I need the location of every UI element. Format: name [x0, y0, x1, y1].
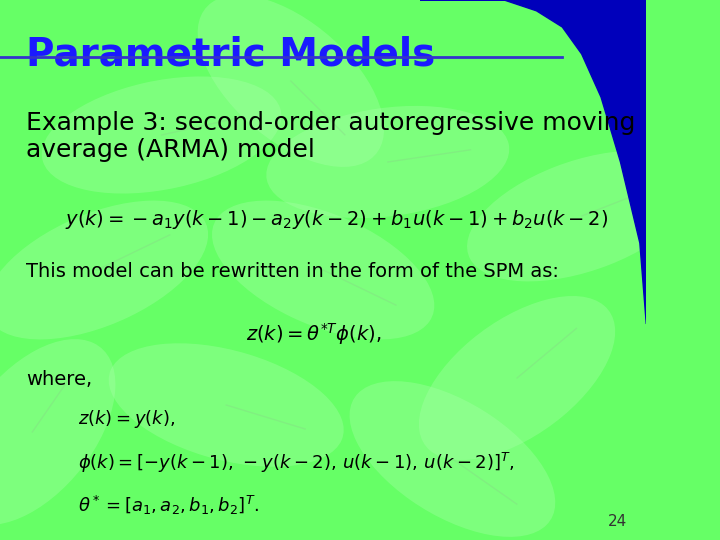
Ellipse shape — [212, 200, 434, 340]
Ellipse shape — [42, 77, 282, 193]
Text: $z(k) = y(k),$: $z(k) = y(k),$ — [78, 408, 175, 430]
Ellipse shape — [266, 106, 509, 218]
Text: $z(k) = \theta^{*T} \phi(k),$: $z(k) = \theta^{*T} \phi(k),$ — [246, 321, 381, 347]
Text: $\theta^* = [a_1, a_2, b_1, b_2]^T.$: $\theta^* = [a_1, a_2, b_1, b_2]^T.$ — [78, 494, 258, 517]
Ellipse shape — [0, 339, 115, 525]
Ellipse shape — [198, 0, 384, 167]
Ellipse shape — [109, 343, 343, 467]
Text: This model can be rewritten in the form of the SPM as:: This model can be rewritten in the form … — [26, 262, 559, 281]
Text: $\phi(k) = [-y(k-1),\, -y(k-2),\, u(k-1),\, u(k-2)]^T,$: $\phi(k) = [-y(k-1),\, -y(k-2),\, u(k-1)… — [78, 451, 514, 475]
Ellipse shape — [419, 296, 615, 460]
Text: $y(k) = -a_1 y(k-1) - a_2 y(k-2) + b_1 u(k-1) + b_2 u(k-2)$: $y(k) = -a_1 y(k-1) - a_2 y(k-2) + b_1 u… — [65, 208, 608, 231]
Text: Parametric Models: Parametric Models — [26, 35, 435, 73]
Ellipse shape — [350, 381, 555, 537]
Polygon shape — [420, 0, 647, 324]
Text: where,: where, — [26, 370, 92, 389]
Text: 24: 24 — [608, 514, 627, 529]
Text: Example 3: second-order autoregressive moving
average (ARMA) model: Example 3: second-order autoregressive m… — [26, 111, 635, 163]
Ellipse shape — [0, 200, 208, 340]
Ellipse shape — [467, 151, 696, 281]
